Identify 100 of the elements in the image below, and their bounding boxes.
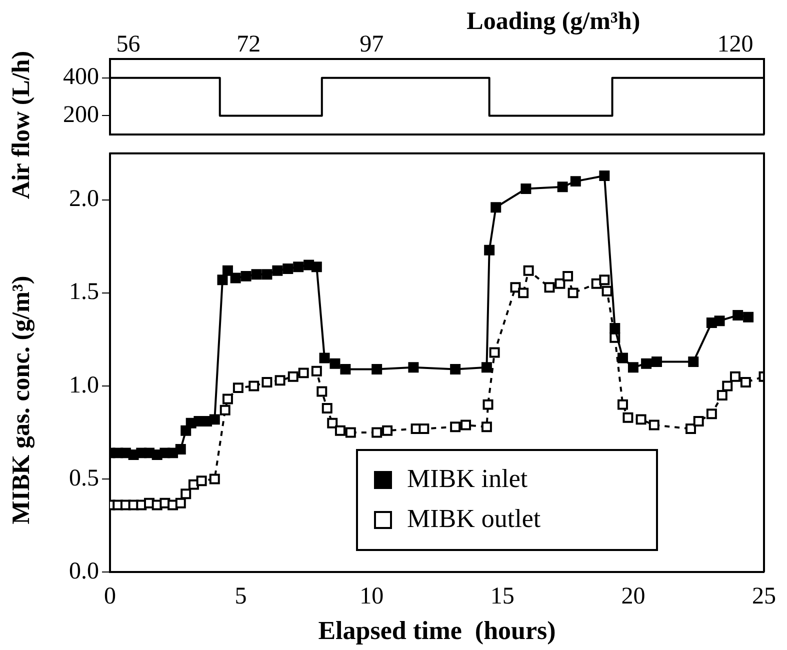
point (209, 474, 220, 484)
point (372, 427, 382, 438)
point (599, 170, 610, 181)
point (554, 278, 566, 289)
x-tick-label: 25 (752, 584, 776, 610)
point (652, 356, 662, 368)
point (570, 176, 581, 187)
point (316, 386, 328, 397)
point (220, 404, 230, 416)
point (688, 356, 699, 368)
text: 97 (360, 31, 384, 58)
point (481, 422, 492, 432)
point (617, 352, 628, 364)
y-tick-label: 0.0 (69, 558, 99, 584)
point (298, 368, 309, 378)
point (562, 270, 574, 282)
x-tick-label: 0 (104, 584, 116, 610)
point (450, 422, 461, 432)
point (602, 286, 612, 296)
point (248, 380, 260, 392)
point (482, 399, 494, 410)
point (716, 390, 728, 400)
point (628, 362, 638, 373)
legend-label: MIBK inlet (407, 464, 528, 493)
point (622, 412, 634, 423)
point (327, 418, 338, 428)
x-tick-label: 5 (234, 584, 247, 610)
point (686, 424, 696, 434)
point (334, 425, 346, 436)
point (180, 488, 192, 500)
point (641, 358, 652, 369)
point (557, 182, 568, 192)
point (722, 380, 733, 392)
point (484, 244, 495, 256)
point (196, 476, 207, 486)
point (322, 403, 332, 414)
point (418, 424, 430, 434)
y-axis-title: MIBK gas. conc. (g/m³) (8, 276, 36, 524)
x-axis-title: Elapsed time (hours) (318, 616, 556, 646)
point (382, 425, 393, 436)
point (274, 375, 286, 386)
y-tick-label: 0.5 (69, 465, 99, 492)
point (251, 269, 262, 280)
point (230, 272, 241, 284)
point (648, 420, 660, 430)
y-tick-label: 1.5 (69, 279, 99, 306)
y-tick-label: 1.0 (69, 372, 99, 398)
text: 120 (717, 31, 754, 58)
text: 56 (116, 31, 140, 58)
point (610, 323, 620, 334)
x-tick-label: 10 (360, 584, 384, 610)
point (372, 364, 382, 374)
x-tick-label: 20 (621, 584, 646, 610)
point (311, 366, 322, 376)
point (599, 274, 610, 286)
point (730, 371, 740, 382)
point (408, 362, 419, 373)
x2-axis-title: Loading (g/m³h) (466, 8, 640, 35)
y-tick-label: 400 (63, 64, 99, 90)
x-tick-label: 15 (490, 584, 514, 610)
point (743, 312, 754, 322)
point (523, 265, 534, 276)
legend-label: MIBK outlet (407, 504, 542, 533)
point (617, 399, 628, 410)
point (222, 394, 233, 404)
point (217, 274, 228, 286)
point (636, 414, 646, 425)
point (520, 184, 532, 194)
point (330, 358, 340, 369)
point (489, 347, 500, 358)
point (282, 264, 294, 274)
y-tick-label: 2.0 (69, 186, 99, 212)
point (460, 420, 472, 430)
point (490, 202, 502, 213)
point (714, 316, 725, 326)
point (262, 376, 272, 388)
point (568, 288, 578, 298)
point (345, 427, 356, 438)
point (740, 376, 751, 388)
point (319, 352, 330, 364)
point (518, 288, 529, 298)
point (481, 362, 492, 373)
point (510, 282, 521, 293)
point (175, 444, 186, 454)
point (222, 265, 233, 276)
point (232, 382, 244, 394)
point (272, 265, 283, 276)
text: 72 (236, 31, 261, 58)
point (732, 310, 744, 320)
point (288, 371, 298, 382)
point (544, 282, 555, 293)
point (240, 270, 252, 282)
point (693, 416, 704, 427)
point (209, 414, 220, 425)
point (340, 364, 351, 374)
point (175, 498, 186, 508)
point (262, 269, 272, 280)
point (311, 262, 322, 272)
y-axis-title: Air flow (L/h) (8, 50, 36, 200)
y-tick-label: 200 (63, 102, 99, 128)
